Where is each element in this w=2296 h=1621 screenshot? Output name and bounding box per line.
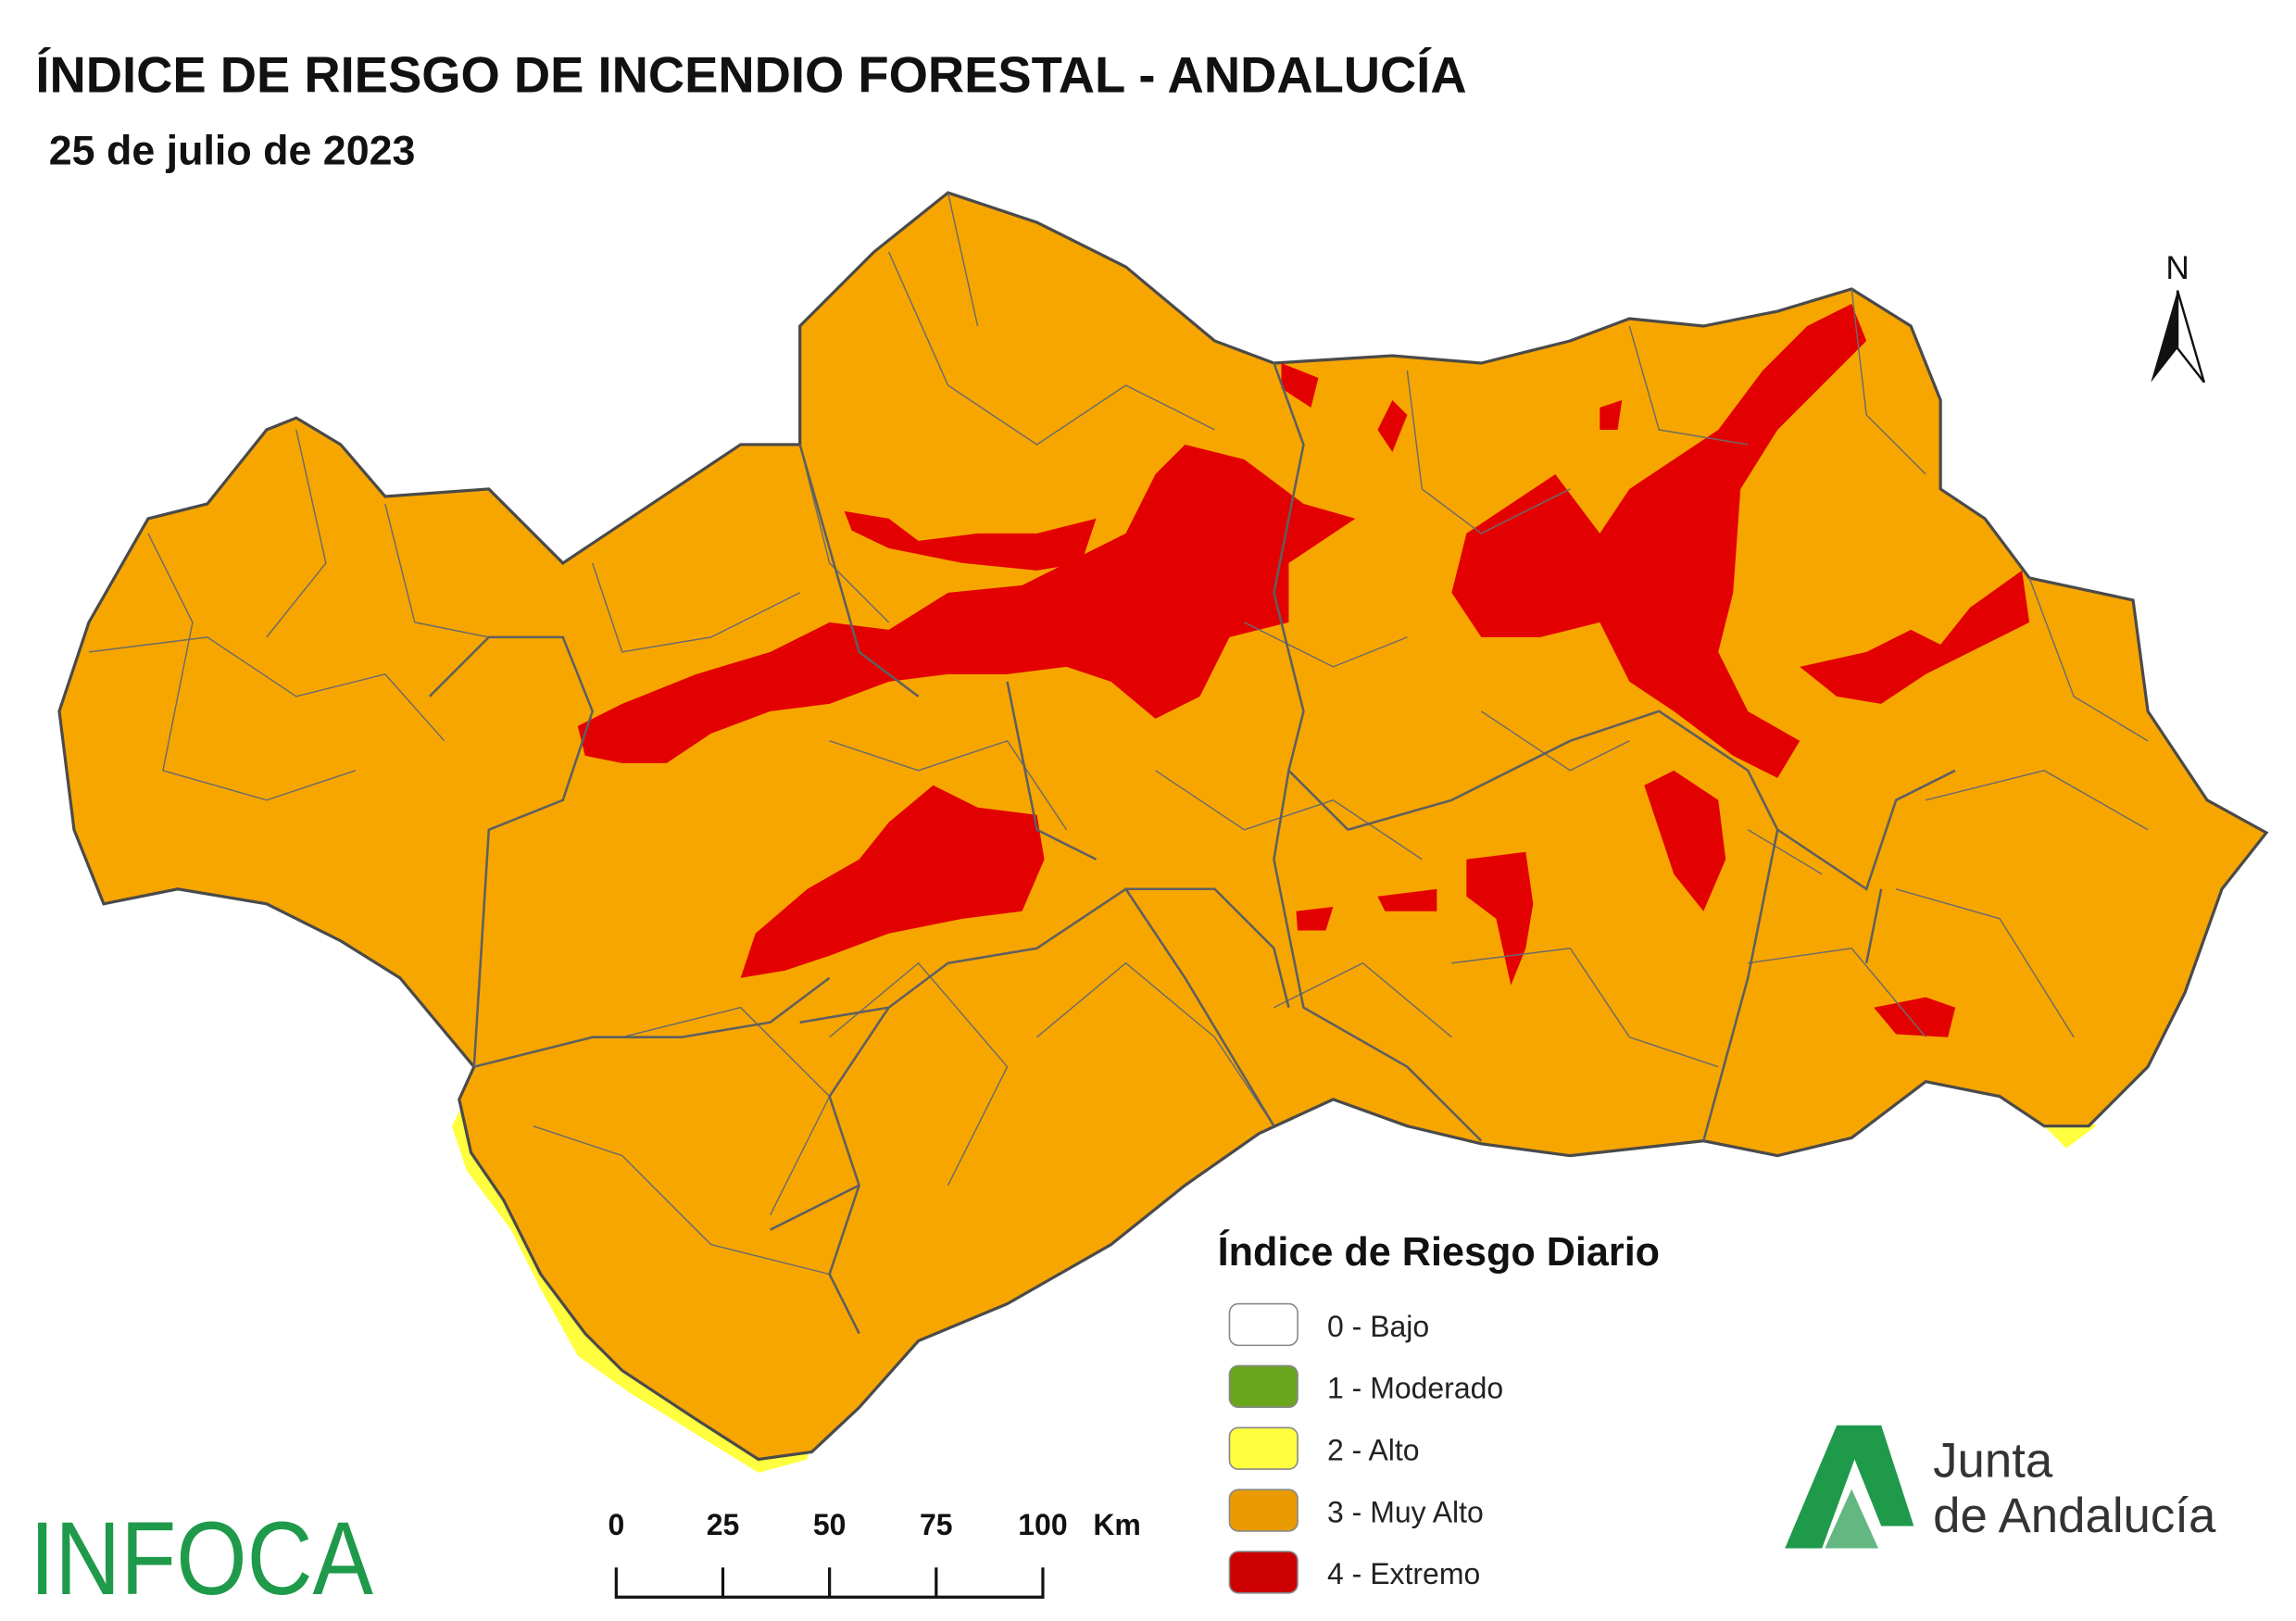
north-arrow-right <box>2176 290 2205 383</box>
scale-unit: Km <box>1093 1508 1141 1541</box>
scale-tick-label: 100 <box>1018 1508 1067 1541</box>
map <box>57 191 2269 1473</box>
subtitle: 25 de julio de 2023 <box>49 128 416 174</box>
legend-label: 3 - Muy Alto <box>1327 1495 1484 1528</box>
legend-label: 2 - Alto <box>1327 1433 1420 1466</box>
junta-text-2: de Andalucía <box>1933 1489 2216 1543</box>
north-arrow-left <box>2151 290 2178 383</box>
junta-logo: Junta de Andalucía <box>1785 1425 2216 1549</box>
legend-label: 1 - Moderado <box>1327 1372 1503 1405</box>
legend-label: 0 - Bajo <box>1327 1310 1429 1343</box>
title: ÍNDICE DE RIESGO DE INCENDIO FORESTAL - … <box>35 46 1466 103</box>
legend-swatch <box>1228 1489 1299 1532</box>
scale-tick-label: 0 <box>608 1508 624 1541</box>
legend-swatch <box>1228 1426 1299 1470</box>
legend-label: 4 - Extremo <box>1327 1557 1480 1590</box>
north-arrow: N <box>2151 250 2205 383</box>
scale-tick-label: 25 <box>707 1508 740 1541</box>
scale-bar: 0 25 50 75 100 Km <box>608 1508 1141 1599</box>
andalucia <box>57 191 2269 1462</box>
legend-swatch <box>1228 1364 1299 1409</box>
extreme-zones <box>577 304 2030 1037</box>
north-label: N <box>2165 250 2189 286</box>
legend: Índice de Riesgo Diario 0 - Bajo 1 - Mode… <box>1218 1230 1660 1594</box>
legend-swatch <box>1228 1551 1299 1594</box>
municipal-boundaries <box>88 192 2149 1335</box>
junta-emblem-inner <box>1825 1489 1878 1549</box>
junta-text-1: Junta <box>1933 1434 2053 1489</box>
scale-tick-label: 50 <box>813 1508 847 1541</box>
scale-tick-label: 75 <box>920 1508 953 1541</box>
legend-title: Índice de Riesgo Diario <box>1218 1230 1660 1275</box>
junta-emblem <box>1785 1425 1914 1549</box>
infoca-logo: INFOCA <box>30 1501 373 1616</box>
legend-swatch <box>1228 1302 1299 1347</box>
